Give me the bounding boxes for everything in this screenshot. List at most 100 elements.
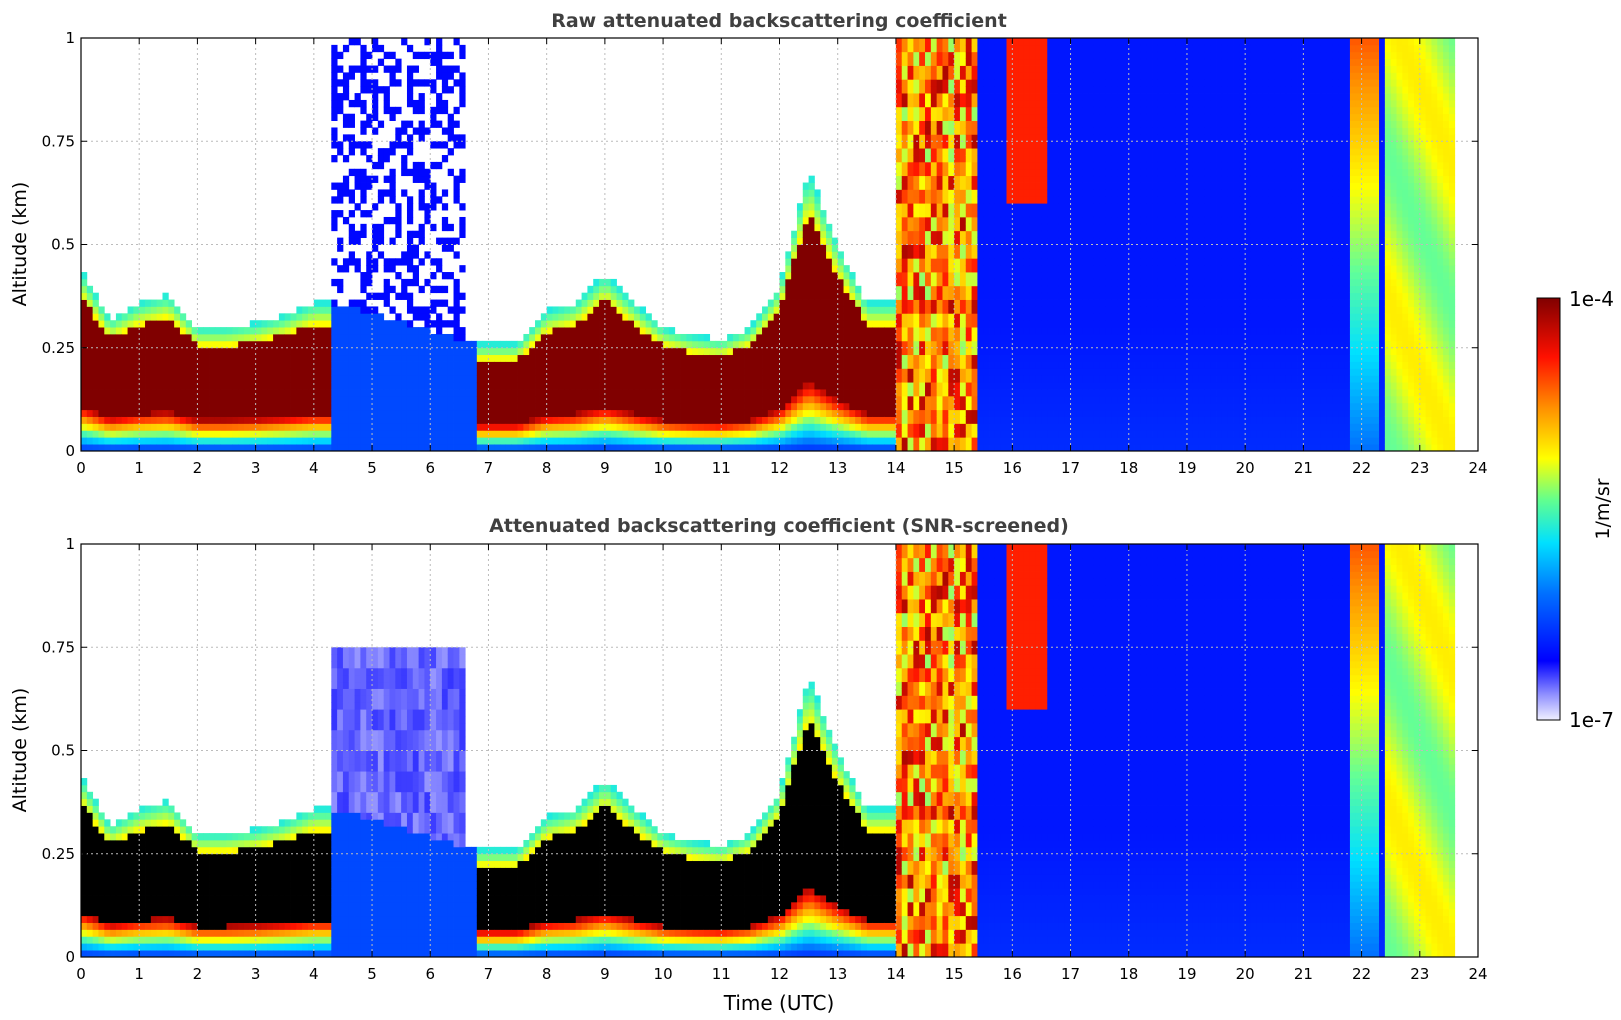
- heatmap-cell: [366, 416, 373, 424]
- heatmap-cell: [732, 333, 740, 342]
- heatmap-cell: [203, 395, 210, 404]
- heatmap-cell: [110, 347, 117, 356]
- heatmap-cell: [668, 402, 676, 411]
- heatmap-cell: [948, 38, 955, 46]
- heatmap-cell: [1006, 99, 1013, 108]
- heatmap-cell: [732, 402, 740, 411]
- heatmap-cell: [948, 216, 955, 225]
- heatmap-cell: [942, 402, 949, 411]
- heatmap-cell: [773, 347, 780, 356]
- heatmap-cell: [401, 437, 408, 445]
- heatmap-cell: [168, 395, 175, 404]
- heatmap-cell: [290, 313, 297, 321]
- heatmap-cell: [430, 306, 437, 314]
- heatmap-cell: [895, 141, 903, 149]
- heatmap-cell: [802, 402, 809, 411]
- heatmap-cell: [983, 134, 990, 142]
- heatmap-cell: [1023, 251, 1031, 259]
- heatmap-cell: [628, 430, 635, 438]
- heatmap-cell: [895, 230, 903, 239]
- heatmap-cell: [500, 423, 507, 431]
- heatmap-cell: [348, 134, 355, 142]
- heatmap-cell: [639, 395, 647, 404]
- heatmap-cell: [319, 444, 326, 452]
- heatmap-cell: [802, 306, 809, 314]
- heatmap-cell: [802, 285, 809, 294]
- heatmap-cell: [820, 416, 827, 424]
- heatmap-cell: [1035, 299, 1042, 307]
- heatmap-cell: [121, 361, 128, 369]
- heatmap-cell: [325, 354, 332, 362]
- heatmap-cell: [1047, 444, 1054, 452]
- heatmap-cell: [179, 313, 187, 321]
- heatmap-cell: [86, 347, 94, 356]
- heatmap-cell: [802, 430, 809, 438]
- heatmap-cell: [1006, 292, 1013, 300]
- heatmap-cell: [430, 285, 437, 294]
- heatmap-cell: [959, 210, 967, 218]
- heatmap-cell: [989, 251, 996, 259]
- heatmap-cell: [249, 409, 257, 417]
- heatmap-cell: [872, 375, 879, 383]
- heatmap-cell: [133, 430, 140, 438]
- heatmap-cell: [971, 244, 978, 252]
- heatmap-cell: [564, 402, 571, 411]
- heatmap-cell: [185, 389, 192, 397]
- heatmap-cell: [337, 327, 344, 335]
- heatmap-cell: [727, 333, 734, 342]
- heatmap-cell: [366, 79, 373, 87]
- heatmap-cell: [354, 258, 361, 266]
- heatmap-cell: [884, 299, 891, 307]
- heatmap-cell: [901, 299, 908, 307]
- heatmap-cell: [622, 395, 629, 404]
- heatmap-cell: [1035, 155, 1042, 163]
- heatmap-cell: [895, 409, 903, 417]
- heatmap-cell: [657, 444, 664, 452]
- heatmap-cell: [587, 368, 594, 376]
- heatmap-cell: [657, 368, 664, 376]
- heatmap-cell: [698, 368, 705, 376]
- heatmap-cell: [389, 389, 396, 397]
- heatmap-cell: [808, 354, 815, 362]
- heatmap-cell: [232, 430, 239, 438]
- heatmap-cell: [1029, 155, 1037, 163]
- heatmap-cell: [930, 155, 938, 163]
- heatmap-cell: [808, 375, 815, 383]
- heatmap-cell: [139, 333, 146, 342]
- heatmap-cell: [959, 175, 967, 183]
- heatmap-cell: [121, 368, 128, 376]
- heatmap-cell: [907, 416, 914, 424]
- heatmap-cell: [872, 389, 879, 397]
- heatmap-cell: [366, 423, 373, 431]
- heatmap-cell: [372, 313, 379, 321]
- heatmap-cell: [313, 375, 321, 383]
- heatmap-cell: [389, 347, 396, 356]
- heatmap-cell: [459, 141, 466, 149]
- heatmap-cell: [785, 327, 792, 335]
- heatmap-cell: [564, 444, 571, 452]
- heatmap-cell: [197, 423, 204, 431]
- heatmap-cell: [581, 395, 588, 404]
- heatmap-cell: [529, 395, 536, 404]
- heatmap-cell: [436, 423, 443, 431]
- heatmap-cell: [616, 368, 623, 376]
- heatmap-cell: [1041, 216, 1048, 225]
- heatmap-cell: [488, 402, 495, 411]
- heatmap-cell: [808, 368, 815, 376]
- heatmap-cell: [354, 237, 361, 245]
- heatmap-cell: [1006, 313, 1013, 321]
- heatmap-cell: [959, 99, 967, 108]
- heatmap-cell: [907, 292, 914, 300]
- heatmap-cell: [971, 333, 978, 342]
- heatmap-cell: [855, 313, 862, 321]
- heatmap-cell: [325, 361, 332, 369]
- heatmap-cell: [959, 230, 967, 239]
- heatmap-cell: [401, 141, 408, 149]
- heatmap-cell: [919, 106, 926, 115]
- heatmap-cell: [465, 409, 472, 417]
- heatmap-cell: [505, 395, 513, 404]
- heatmap-cell: [732, 430, 740, 438]
- heatmap-cell: [535, 368, 542, 376]
- heatmap-cell: [331, 368, 338, 376]
- heatmap-cell: [377, 58, 385, 66]
